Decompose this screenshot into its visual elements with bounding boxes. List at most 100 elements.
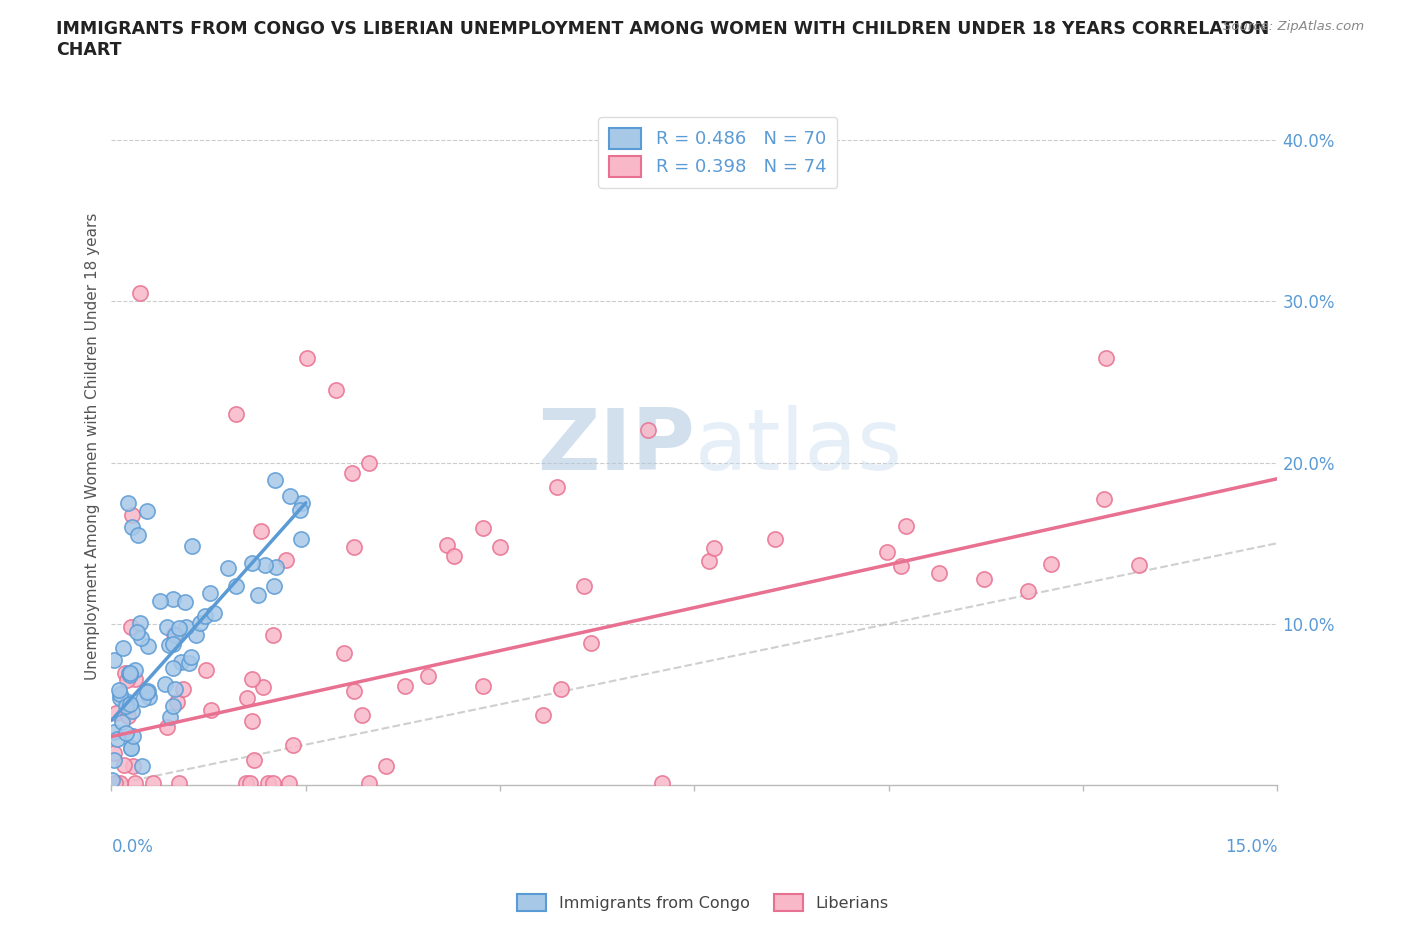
Point [343, 539, 366, 554]
Point [118, 665, 141, 680]
Point [418, 669, 440, 684]
Point [198, 585, 221, 600]
Point [278, 776, 301, 790]
Point [155, 676, 177, 691]
Point [180, 649, 202, 664]
Point [108, 683, 131, 698]
Point [246, 588, 269, 603]
Point [973, 572, 995, 587]
Point [167, 620, 190, 635]
Point [120, 666, 142, 681]
Point [333, 645, 356, 660]
Point [111, 641, 134, 656]
Point [128, 616, 150, 631]
Point [115, 672, 138, 687]
Point [129, 631, 152, 645]
Point [163, 627, 186, 642]
Point [135, 503, 157, 518]
Point [111, 714, 134, 729]
Point [200, 702, 222, 717]
Point [104, 776, 127, 790]
Point [359, 455, 381, 470]
Text: Source: ZipAtlas.com: Source: ZipAtlas.com [1223, 20, 1364, 33]
Text: atlas: atlas [695, 405, 903, 488]
Point [112, 757, 135, 772]
Point [195, 663, 218, 678]
Point [131, 692, 153, 707]
Text: IMMIGRANTS FROM CONGO VS LIBERIAN UNEMPLOYMENT AMONG WOMEN WITH CHILDREN UNDER 1: IMMIGRANTS FROM CONGO VS LIBERIAN UNEMPL… [56, 20, 1270, 60]
Point [121, 759, 143, 774]
Point [159, 638, 181, 653]
Point [105, 732, 128, 747]
Point [103, 653, 125, 668]
Point [121, 728, 143, 743]
Point [120, 740, 142, 755]
Point [103, 724, 125, 739]
Point [225, 578, 247, 593]
Point [574, 578, 596, 593]
Text: 0.0%: 0.0% [111, 838, 153, 857]
Point [281, 737, 304, 752]
Point [202, 605, 225, 620]
Point [115, 698, 138, 713]
Point [263, 578, 285, 593]
Point [290, 503, 312, 518]
Point [114, 725, 136, 740]
Point [179, 655, 201, 670]
Point [239, 776, 262, 790]
Point [280, 488, 302, 503]
Point [167, 776, 190, 790]
Point [579, 635, 602, 650]
Point [142, 776, 165, 790]
Point [253, 557, 276, 572]
Point [124, 671, 146, 686]
Point [357, 776, 380, 790]
Point [264, 473, 287, 488]
Point [436, 538, 458, 552]
Point [114, 666, 136, 681]
Point [890, 558, 912, 573]
Point [165, 627, 187, 642]
Point [343, 684, 366, 698]
Point [266, 559, 288, 574]
Point [162, 592, 184, 607]
Point [374, 758, 396, 773]
Point [188, 616, 211, 631]
Point [120, 619, 142, 634]
Point [291, 496, 314, 511]
Point [136, 684, 159, 698]
Point [297, 351, 319, 365]
Point [173, 594, 195, 609]
Point [217, 560, 239, 575]
Point [240, 671, 263, 686]
Point [928, 565, 950, 580]
Point [290, 532, 312, 547]
Point [124, 662, 146, 677]
Point [101, 773, 124, 788]
Point [394, 679, 416, 694]
Point [120, 741, 142, 756]
Point [108, 776, 131, 790]
Point [135, 684, 157, 699]
Point [108, 691, 131, 706]
Point [1092, 491, 1115, 506]
Point [252, 680, 274, 695]
Point [894, 519, 917, 534]
Point [225, 406, 247, 421]
Point [352, 708, 374, 723]
Point [765, 532, 787, 547]
Point [127, 527, 149, 542]
Point [121, 520, 143, 535]
Point [127, 624, 149, 639]
Point [166, 695, 188, 710]
Text: ZIP: ZIP [537, 405, 695, 488]
Point [128, 286, 150, 300]
Point [472, 521, 495, 536]
Text: 15.0%: 15.0% [1225, 838, 1278, 857]
Point [162, 699, 184, 714]
Point [250, 524, 273, 538]
Point [121, 704, 143, 719]
Point [262, 627, 284, 642]
Point [325, 382, 347, 397]
Point [533, 708, 555, 723]
